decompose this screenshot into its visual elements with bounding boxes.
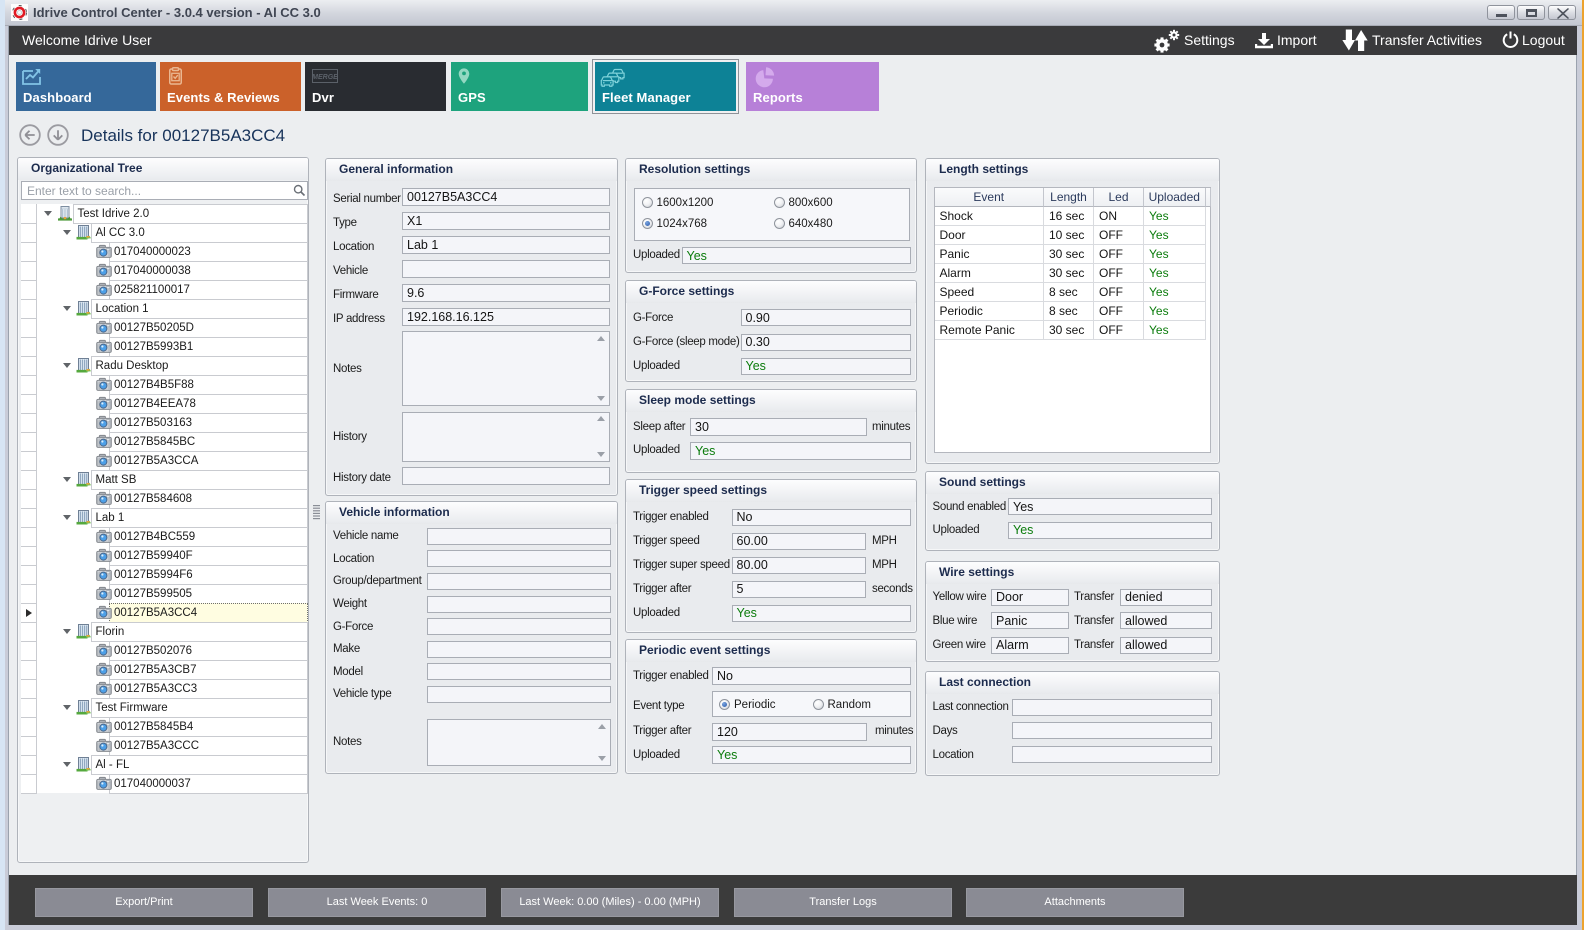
svg-text:MERGE: MERGE — [312, 74, 338, 81]
